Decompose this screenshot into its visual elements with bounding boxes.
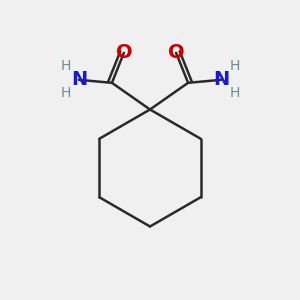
Text: H: H — [60, 86, 70, 100]
Text: N: N — [71, 70, 87, 89]
Text: H: H — [60, 59, 70, 73]
Text: N: N — [213, 70, 229, 89]
Text: O: O — [168, 43, 184, 62]
Text: O: O — [116, 43, 132, 62]
Text: H: H — [230, 86, 240, 100]
Text: H: H — [230, 59, 240, 73]
